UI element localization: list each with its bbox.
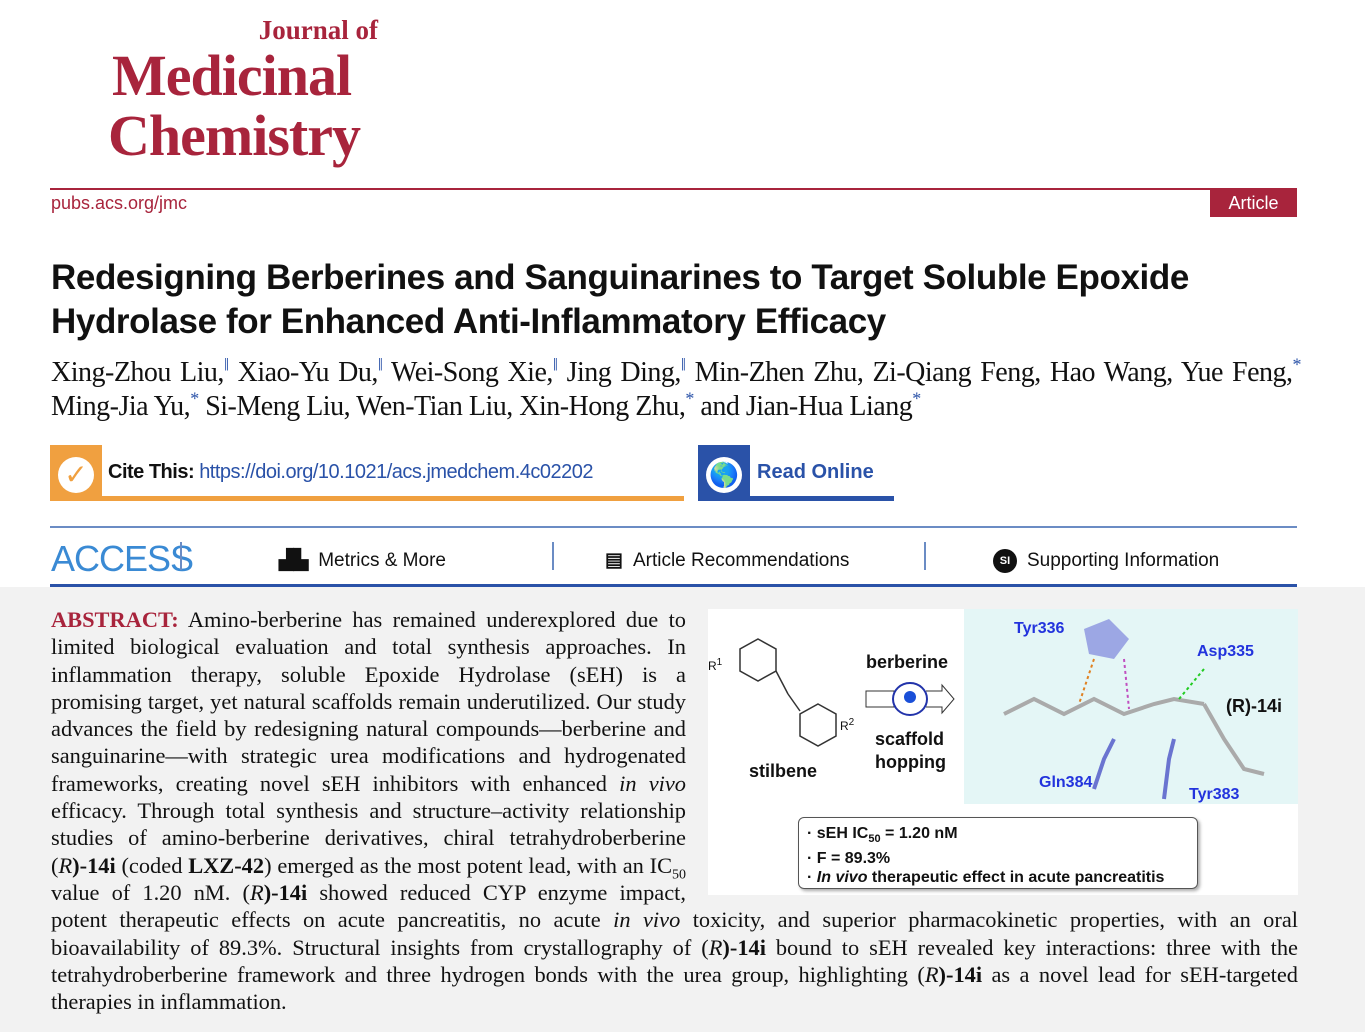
affiliation-mark: ‖ — [377, 354, 383, 375]
si-label: Supporting Information — [1027, 550, 1220, 572]
checkmark-icon: ✓ — [58, 457, 94, 493]
berberine-label: berberine — [866, 652, 949, 672]
logo-line-1: Journal of — [258, 15, 378, 45]
affiliation-mark: ‖ — [223, 354, 229, 375]
author-name[interactable]: Jing Ding, — [566, 357, 682, 388]
author-name[interactable]: Si-Meng Liu, — [205, 391, 351, 422]
cite-this[interactable]: ✓ Cite This: https://doi.org/10.1021/acs… — [50, 445, 684, 501]
metrics-label: Metrics & More — [318, 550, 446, 571]
affiliation-mark: * — [190, 388, 199, 409]
residue-label: Tyr336 — [1014, 620, 1065, 637]
compound-label: (R)-14i — [1226, 696, 1283, 716]
bar-chart-icon: ▟▙ — [279, 550, 309, 571]
residue-label: Tyr383 — [1189, 786, 1240, 803]
affiliation-mark: * — [685, 388, 694, 409]
article-title: Redesigning Berberines and Sanguinarines… — [51, 258, 1189, 341]
author-list: Xing-Zhou Liu,‖ Xiao-Yu Du,‖ Wei-Song Xi… — [51, 356, 1301, 424]
recommendations-label: Article Recommendations — [632, 550, 850, 571]
supporting-information-link[interactable]: SI Supporting Information — [993, 549, 1219, 573]
read-online-label: Read Online — [757, 461, 874, 483]
author-name[interactable]: Xiao-Yu Du, — [237, 357, 379, 388]
abstract-label: ABSTRACT: — [51, 607, 179, 632]
residue-label: Gln384 — [1039, 774, 1093, 791]
author-name[interactable]: Wei-Song Xie, — [391, 357, 553, 388]
stilbene-structure — [739, 638, 837, 747]
stilbene-label: stilbene — [749, 761, 818, 781]
properties-box: · sEH IC50 = 1.20 nM · F = 89.3% · In vi… — [798, 817, 1198, 889]
divider — [50, 526, 1297, 528]
cite-text: Cite This: https://doi.org/10.1021/acs.j… — [108, 461, 594, 484]
author-name[interactable]: Ming-Jia Yu, — [51, 391, 191, 422]
logo-line-2: Medicinal — [112, 43, 352, 108]
doi-link[interactable]: https://doi.org/10.1021/acs.jmedchem.4c0… — [199, 461, 594, 483]
r2-label: R2 — [840, 717, 855, 733]
author-name[interactable]: Yue Feng, — [1180, 357, 1293, 388]
affiliation-mark: ‖ — [552, 354, 558, 375]
article-header: Redesigning Berberines and Sanguinarines… — [51, 256, 1301, 424]
newspaper-icon: ▤ — [605, 550, 623, 571]
journal-url[interactable]: pubs.acs.org/jmc — [51, 193, 188, 213]
affiliation-mark: * — [1292, 354, 1302, 375]
residue-label: Asp335 — [1197, 643, 1254, 660]
author-name[interactable]: Zi-Qiang Feng, — [872, 357, 1041, 388]
lightbulb-arrow-icon — [865, 682, 955, 716]
affiliation-mark: ‖ — [680, 354, 686, 375]
access-label: ACCESS — [51, 538, 194, 579]
header-rule — [50, 188, 1297, 190]
scaffold-label: scaffold — [875, 729, 945, 749]
r1-label: R1 — [708, 657, 723, 673]
cite-icon-box: ✓ — [50, 445, 102, 501]
abstract: R1 R2 stilbene berberine scaffold hoppin… — [51, 607, 1298, 1015]
author-name[interactable]: and Jian-Hua Liang — [700, 391, 913, 422]
read-icon-box: 🌎 — [698, 445, 750, 501]
divider — [50, 584, 1297, 587]
journal-logo: Journal of Medicinal Chemistry — [108, 14, 378, 166]
author-name[interactable]: Xin-Hong Zhu, — [519, 391, 686, 422]
divider — [924, 542, 926, 570]
hopping-label: hopping — [875, 752, 946, 772]
affiliation-mark: * — [912, 388, 921, 409]
divider — [552, 542, 554, 570]
si-icon: SI — [993, 549, 1017, 573]
globe-icon: 🌎 — [706, 457, 742, 493]
article-recommendations-link[interactable]: ▤ Article Recommendations — [605, 549, 849, 572]
graphical-abstract: R1 R2 stilbene berberine scaffold hoppin… — [708, 609, 1298, 895]
metrics-more-link[interactable]: ▟▙ Metrics & More — [279, 549, 446, 572]
author-name[interactable]: Wen-Tian Liu, — [356, 391, 513, 422]
author-name[interactable]: Xing-Zhou Liu, — [51, 357, 224, 388]
author-name[interactable]: Hao Wang, — [1049, 357, 1173, 388]
divider — [180, 542, 182, 570]
logo-line-3: Chemistry — [108, 103, 361, 168]
cite-label: Cite This: — [108, 461, 195, 483]
crystal-structure-image: Tyr336 Asp335 Gln384 Tyr383 (R)-14i — [964, 609, 1298, 804]
read-online-button[interactable]: 🌎 Read Online — [698, 445, 894, 501]
author-name[interactable]: Min-Zhen Zhu, — [694, 357, 864, 388]
article-type-badge: Article — [1210, 190, 1297, 217]
